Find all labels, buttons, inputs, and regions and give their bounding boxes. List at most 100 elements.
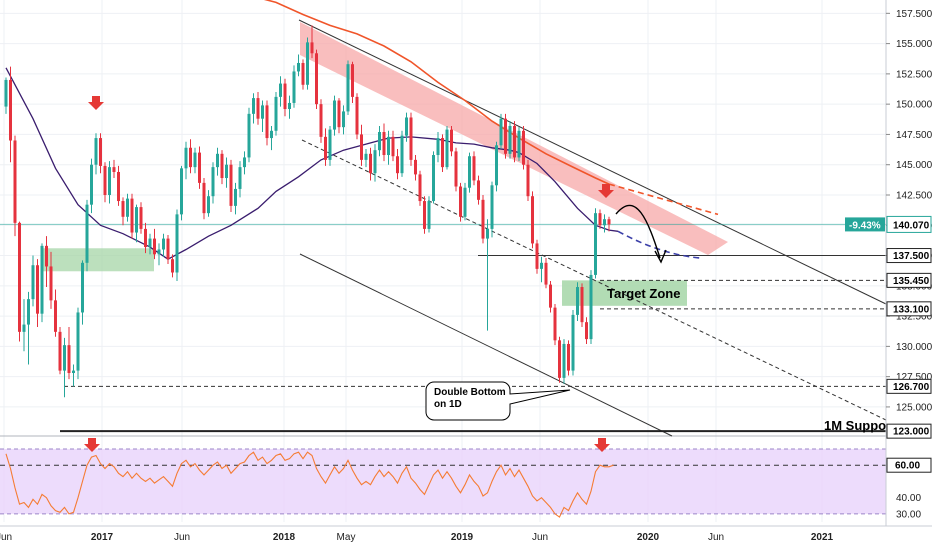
- candle: [27, 291, 30, 365]
- candle-body: [490, 185, 494, 229]
- candle: [175, 209, 179, 281]
- candle-body: [387, 136, 390, 156]
- candle: [450, 125, 453, 157]
- candle: [522, 125, 525, 170]
- candle: [229, 159, 233, 212]
- candle-body: [405, 117, 408, 136]
- ma-fast-line: [5, 67, 619, 260]
- candle: [355, 93, 359, 140]
- candle: [517, 127, 521, 162]
- candle-body: [337, 100, 341, 128]
- candle: [562, 339, 566, 384]
- candle-body: [265, 105, 269, 139]
- candle-body: [166, 238, 170, 260]
- rsi-signal-arrow-icon: [594, 438, 610, 452]
- candle-body: [355, 96, 359, 135]
- candle-body: [607, 219, 611, 225]
- candle: [261, 100, 264, 133]
- candle-body: [252, 98, 255, 114]
- candle: [576, 282, 579, 321]
- candle-body: [148, 238, 152, 248]
- double-bottom-label: on 1D: [434, 399, 462, 410]
- candle: [513, 121, 516, 163]
- candle: [427, 196, 431, 233]
- candle-body: [481, 199, 485, 239]
- candle: [117, 165, 120, 206]
- candle: [454, 147, 458, 192]
- level-tag-label: 135.450: [893, 276, 930, 287]
- candle-body: [49, 266, 53, 301]
- support-zone-2017: [41, 248, 154, 272]
- candle: [472, 151, 476, 186]
- candle: [18, 221, 21, 342]
- candle: [459, 182, 462, 222]
- candle-body: [58, 331, 62, 371]
- candle-body: [589, 274, 593, 340]
- candle: [243, 151, 246, 175]
- candle: [324, 128, 327, 166]
- projection-arrowhead-icon: [654, 249, 667, 264]
- candle: [121, 197, 125, 226]
- ma-slow-line: [263, 0, 610, 185]
- candle: [207, 190, 210, 217]
- candle-body: [567, 343, 570, 371]
- rsi-level-label: 60.00: [895, 461, 920, 472]
- rsi-band: [0, 448, 886, 514]
- candle: [310, 25, 314, 59]
- level-tag: [886, 378, 932, 394]
- level-tag: [886, 272, 932, 288]
- trend-lines: [0, 19, 887, 437]
- candle-body: [535, 243, 539, 269]
- candle: [166, 234, 170, 265]
- candle: [445, 125, 449, 170]
- rsi-line: [5, 451, 614, 518]
- level-tag: [886, 423, 932, 439]
- double-bottom-callout: [425, 381, 571, 421]
- candle-body: [207, 196, 210, 214]
- candle-body: [396, 156, 399, 174]
- candle-body: [400, 135, 404, 174]
- candle: [567, 340, 570, 376]
- candle-body: [508, 125, 512, 154]
- candle: [81, 260, 84, 325]
- price-tick-label: 150.000: [896, 100, 932, 111]
- candle-body: [184, 147, 188, 169]
- candle-body: [319, 104, 323, 137]
- price-tick-label: 132.500: [896, 312, 932, 323]
- candle: [256, 92, 260, 125]
- descending-support-line: [299, 253, 673, 437]
- candle-body: [288, 102, 291, 109]
- candle-body: [139, 207, 143, 229]
- candle: [36, 259, 39, 327]
- candle-body: [112, 167, 116, 172]
- candle-body: [301, 62, 305, 85]
- candle-body: [135, 207, 138, 233]
- candle-body: [126, 198, 129, 217]
- candle-body: [225, 164, 228, 179]
- level-tag-label: 123.000: [893, 427, 930, 438]
- candle-body: [9, 79, 12, 141]
- candle: [441, 134, 444, 172]
- candle-body: [382, 132, 386, 156]
- candle-body: [504, 118, 507, 154]
- level-tag: [886, 248, 932, 264]
- candle: [270, 125, 273, 151]
- candle-body: [63, 345, 66, 371]
- candle: [103, 162, 107, 203]
- candle-body: [526, 164, 530, 197]
- candle: [508, 121, 512, 159]
- candle: [54, 289, 57, 337]
- candle-body: [13, 140, 17, 223]
- price-tick-label: 155.000: [896, 39, 932, 50]
- candle-body: [594, 213, 597, 275]
- candle: [553, 303, 557, 346]
- candle-body: [157, 249, 161, 255]
- candle: [387, 130, 390, 165]
- last-price-tag: [886, 215, 932, 233]
- candle: [580, 283, 584, 327]
- candle-body: [76, 312, 80, 371]
